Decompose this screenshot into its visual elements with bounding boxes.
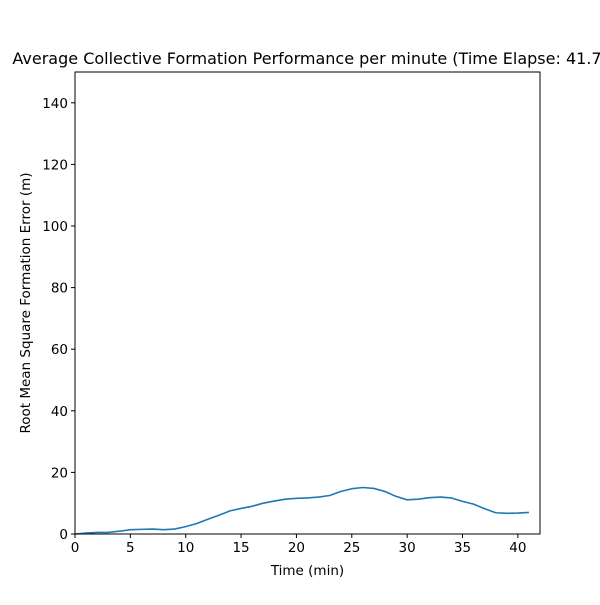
y-tick-label: 80 [51, 281, 68, 297]
x-tick-label: 0 [71, 540, 80, 556]
y-tick-label: 120 [42, 157, 68, 173]
x-tick-label: 35 [454, 540, 471, 556]
x-tick-label: 30 [399, 540, 416, 556]
x-axis: 0 5 10 15 20 25 30 35 40 [71, 534, 526, 556]
y-tick-label: 140 [42, 96, 68, 112]
y-tick-label: 40 [51, 404, 68, 420]
y-axis-label: Root Mean Square Formation Error (m) [18, 172, 34, 433]
x-tick-label: 40 [509, 540, 526, 556]
x-tick-label: 10 [177, 540, 194, 556]
chart-title: Average Collective Formation Performance… [12, 49, 600, 68]
y-axis: 0 20 40 60 80 100 120 140 [42, 96, 75, 543]
y-tick-label: 100 [42, 219, 68, 235]
x-tick-label: 5 [126, 540, 135, 556]
x-tick-label: 15 [232, 540, 249, 556]
x-axis-label: Time (min) [270, 563, 344, 579]
x-tick-label: 20 [288, 540, 305, 556]
y-tick-label: 20 [51, 465, 68, 481]
plot-area [74, 486, 529, 535]
x-tick-label: 25 [343, 540, 360, 556]
axes-frame [74, 71, 541, 535]
y-tick-label: 60 [51, 342, 68, 358]
y-tick-label: 0 [59, 527, 68, 543]
series-line [74, 486, 529, 535]
